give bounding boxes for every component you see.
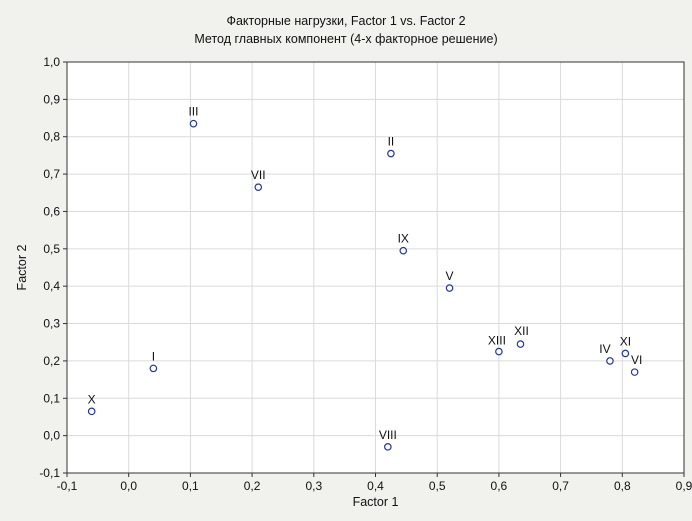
x-tick-label: 0,0 [120,479,137,493]
data-point [149,364,158,373]
data-point [516,340,525,348]
data-point-label: XIII [488,334,506,348]
x-tick-label: 0,5 [429,479,446,493]
data-point [606,357,614,365]
data-point-label: IX [398,232,409,246]
data-point-label: VII [251,168,266,182]
data-point-label: II [388,135,395,149]
data-point [189,119,198,128]
x-tick-label: 0,2 [244,479,261,493]
y-tick-label: 0,0 [43,429,60,443]
y-axis-label: Factor 2 [15,245,29,291]
y-tick-label: 0,6 [43,204,60,218]
data-point-label: XII [514,324,529,338]
data-point-label: III [188,105,198,119]
y-tick-label: 0,4 [43,279,60,293]
chart-title: Факторные нагрузки, Factor 1 vs. Factor … [226,14,465,28]
data-point [87,407,96,416]
x-tick-label: 0,1 [182,479,199,493]
x-tick-label: 0,3 [305,479,322,493]
data-point [254,183,263,191]
data-point [384,443,392,451]
data-point [630,368,639,376]
x-tick-label: 0,6 [491,479,508,493]
chart-subtitle: Метод главных компонент (4-х факторное р… [194,32,497,46]
data-point-label: VI [631,353,642,367]
y-tick-label: 0,3 [43,317,60,331]
x-axis-label: Factor 1 [353,495,399,509]
x-tick-label: 0,7 [552,479,569,493]
data-point [621,349,630,358]
y-tick-label: 0,1 [43,391,60,405]
data-point [495,347,503,356]
data-point [387,149,395,158]
x-tick-label: 0,8 [614,479,631,493]
y-tick-label: 0,7 [43,167,60,181]
x-tick-label: -0,1 [57,479,78,493]
data-point-label: XI [620,334,631,348]
data-point-label: X [88,392,96,406]
data-point [445,284,454,292]
data-point-label: IV [599,342,610,356]
y-tick-label: 0,5 [43,242,60,256]
data-point-label: VIII [379,428,397,442]
y-tick-label: -0,1 [39,466,60,480]
y-tick-label: 1,0 [43,55,60,69]
y-tick-label: 0,8 [43,130,60,144]
data-point [399,246,408,255]
data-point-label: I [152,349,155,363]
x-tick-label: 0,9 [676,479,692,493]
data-point-label: V [446,269,454,283]
y-tick-label: 0,9 [43,92,60,106]
y-tick-label: 0,2 [43,354,60,368]
plot-frame [66,61,685,474]
x-tick-label: 0,4 [367,479,384,493]
